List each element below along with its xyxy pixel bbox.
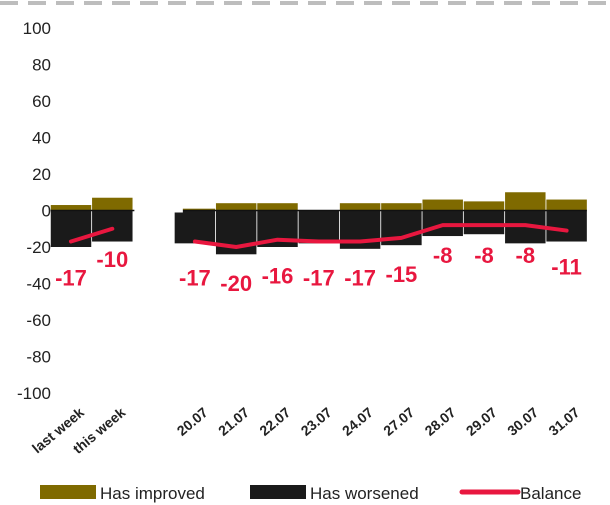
data-label: -17: [344, 266, 376, 291]
y-tick-label: 0: [42, 202, 51, 221]
data-label: -8: [433, 243, 453, 268]
y-axis: 100 80 60 40 20 0 -20 -40 -60 -80 -100: [17, 19, 51, 403]
bar-worsened: [546, 210, 587, 242]
bar-worsened: [298, 210, 340, 244]
balance-data-labels: -17 -10 -17 -20 -16 -17 -17 -15 -8 -8 -8 -11: [55, 243, 582, 296]
x-tick-label: 30.07: [504, 404, 541, 439]
bar-improved: [463, 201, 505, 211]
gap-mask: [134, 208, 183, 213]
data-label: -8: [474, 243, 494, 268]
y-tick-label: -60: [26, 311, 51, 330]
bar-worsened: [463, 210, 505, 235]
y-tick-label: 40: [32, 129, 51, 148]
bar-improved: [92, 197, 133, 211]
legend: Has improved Has worsened Balance: [40, 484, 581, 503]
x-tick-label: 21.07: [215, 404, 252, 439]
bar-improved: [505, 192, 546, 211]
bar-improved: [381, 203, 422, 211]
series-has-worsened: [50, 210, 587, 255]
y-tick-label: -80: [26, 348, 51, 367]
bar-improved: [50, 205, 92, 211]
y-tick-label: 100: [23, 19, 51, 38]
data-label: -17: [55, 266, 87, 291]
y-tick-label: 60: [32, 92, 51, 111]
bar-improved: [257, 203, 298, 211]
legend-label-worsened: Has worsened: [310, 484, 419, 503]
y-tick-label: -20: [26, 238, 51, 257]
legend-label-improved: Has improved: [100, 484, 205, 503]
x-tick-label: 31.07: [545, 404, 582, 439]
bar-improved: [215, 203, 257, 211]
bar-improved: [174, 208, 216, 211]
legend-swatch-worsened: [250, 485, 306, 499]
x-tick-label: 29.07: [463, 404, 500, 439]
y-tick-label: 80: [32, 56, 51, 75]
data-label: -8: [516, 243, 536, 268]
x-tick-label: 22.07: [256, 404, 293, 439]
y-tick-label: -40: [26, 275, 51, 294]
bar-worsened: [92, 210, 133, 242]
x-tick-label: 20.07: [174, 404, 211, 439]
data-label: -20: [220, 271, 252, 296]
balance-line-segment: [192, 223, 569, 249]
series-has-improved: [50, 192, 587, 211]
bar-improved: [339, 203, 381, 211]
series-balance: [69, 223, 569, 249]
legend-label-balance: Balance: [520, 484, 581, 503]
bar-improved: [546, 199, 587, 211]
data-label: -16: [262, 264, 294, 289]
data-label: -17: [303, 266, 335, 291]
x-tick-label: 24.07: [339, 404, 376, 439]
y-tick-label: -100: [17, 384, 51, 403]
balance-line-segment: [69, 226, 115, 244]
x-tick-label: 27.07: [380, 404, 417, 439]
bar-worsened: [174, 210, 216, 244]
y-tick-label: 20: [32, 165, 51, 184]
data-label: -15: [386, 262, 418, 287]
data-label: -10: [96, 247, 128, 272]
bar-improved: [422, 199, 463, 211]
legend-swatch-improved: [40, 485, 96, 499]
x-tick-label: 23.07: [298, 404, 335, 439]
data-label: -11: [551, 255, 582, 280]
x-tick-label: 28.07: [421, 404, 458, 439]
data-label: -17: [179, 266, 211, 291]
